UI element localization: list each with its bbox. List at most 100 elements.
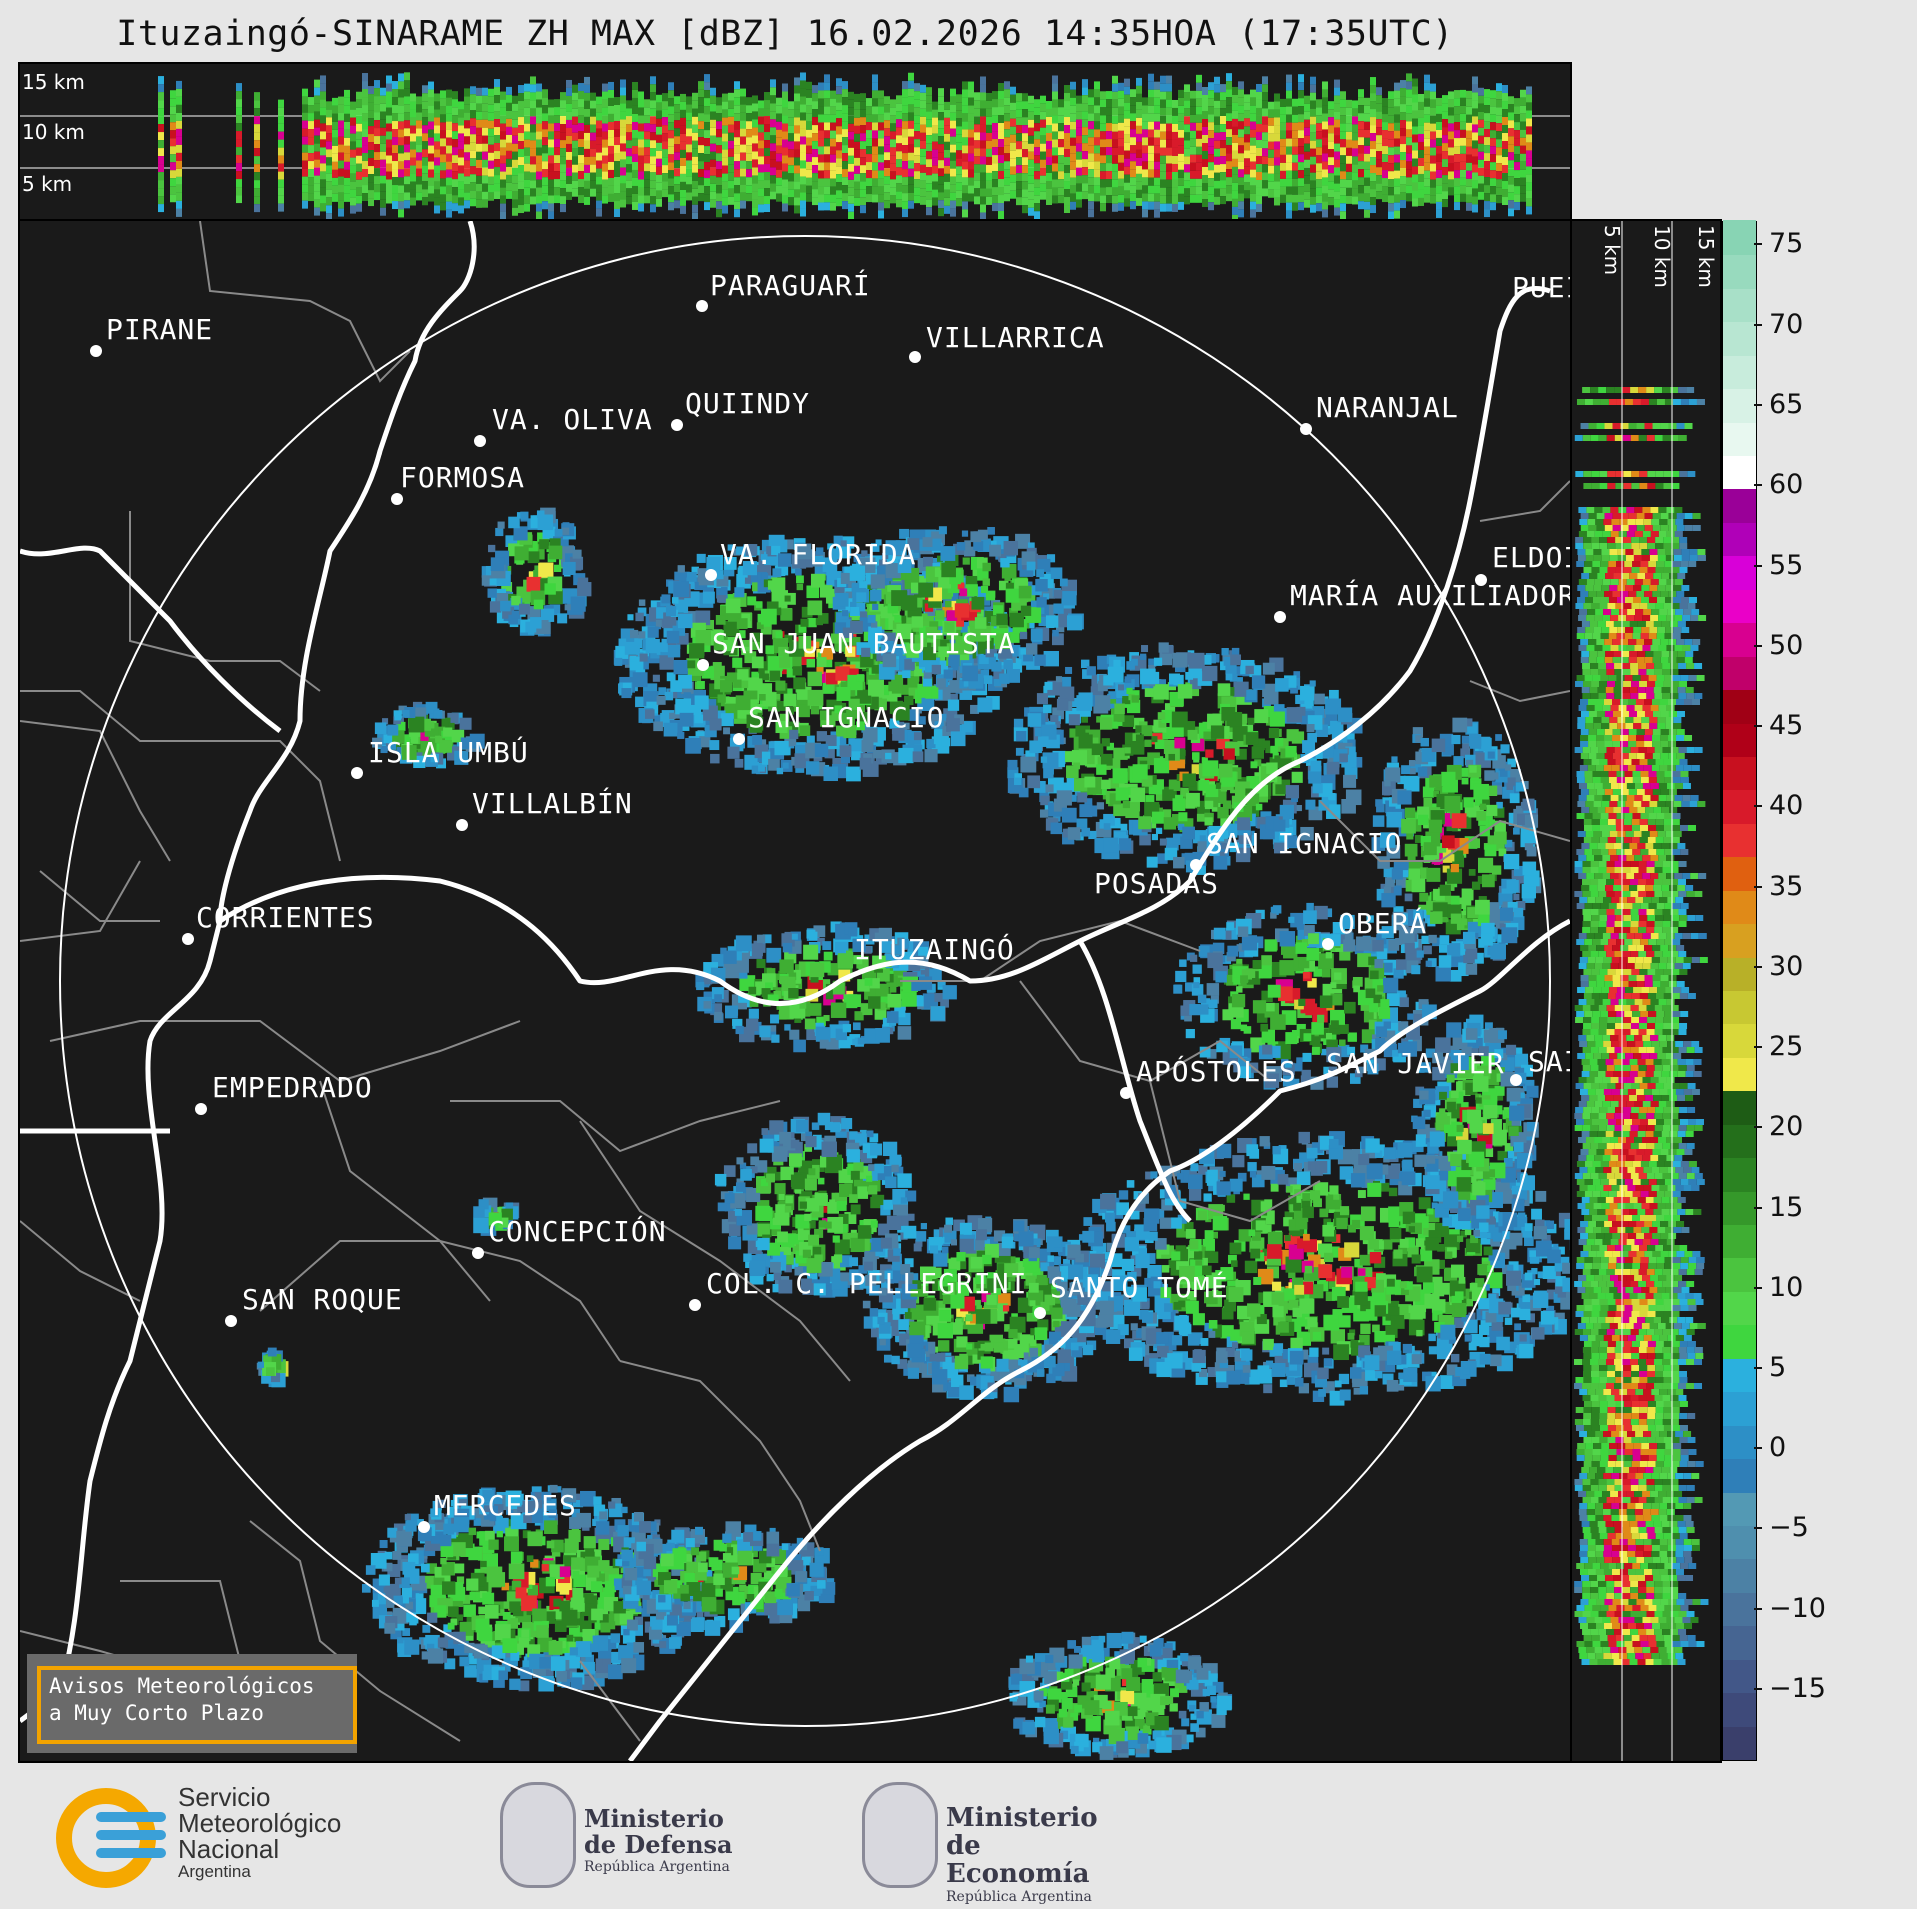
city-dot xyxy=(1190,859,1202,871)
page-title: Ituzaingó-SINARAME ZH MAX [dBZ] 16.02.20… xyxy=(116,14,1454,54)
colorbar-tick-label: 5 xyxy=(1753,1354,1786,1381)
top-height-label-5: 5 km xyxy=(22,172,73,196)
colorbar-level xyxy=(1723,889,1756,925)
city-label-paraguari: PARAGUARÍ xyxy=(710,269,871,302)
colorbar-level xyxy=(1723,220,1756,256)
colorbar-tick-label: 55 xyxy=(1753,552,1803,579)
colorbar-tick-label: −5 xyxy=(1754,1514,1809,1541)
city-label-ituzaingo: ITUZAINGÓ xyxy=(854,933,1015,966)
city-dot xyxy=(472,1247,484,1259)
range-ring xyxy=(59,235,1551,1727)
colorbar-level xyxy=(1723,1424,1756,1460)
colorbar-level xyxy=(1723,1524,1756,1560)
colorbar-level xyxy=(1723,1123,1756,1159)
city-dot xyxy=(351,767,363,779)
colorbar-level xyxy=(1723,1725,1756,1760)
colorbar-tick-label: 50 xyxy=(1753,632,1803,659)
side-height-label-15: 15 km xyxy=(1694,225,1718,288)
colorbar-level xyxy=(1723,487,1756,523)
defensa-line-3: República Argentina xyxy=(584,1859,730,1875)
colorbar-level xyxy=(1723,922,1756,958)
city-label-va-oliva: VA. OLIVA xyxy=(492,403,653,436)
smn-logo-icon xyxy=(56,1788,166,1888)
warning-box[interactable]: Avisos Meteorológicos a Muy Corto Plazo xyxy=(27,1654,357,1753)
colorbar-tick-label: 10 xyxy=(1753,1274,1803,1301)
city-label-san-javier: SAN JAVIER xyxy=(1326,1047,1505,1080)
colorbar-level xyxy=(1723,1056,1756,1092)
colorbar-level xyxy=(1723,554,1756,590)
city-dot xyxy=(671,419,683,431)
economia-line-3: República Argentina xyxy=(946,1889,1092,1905)
colorbar-level xyxy=(1723,655,1756,691)
colorbar-level xyxy=(1723,788,1756,824)
city-dot xyxy=(225,1315,237,1327)
side-height-label-10: 10 km xyxy=(1650,225,1674,288)
city-label-maria-auxiliador: MARÍA AUXILIADOR xyxy=(1290,579,1572,612)
colorbar-level xyxy=(1723,521,1756,557)
city-dot xyxy=(1475,574,1487,586)
warning-line-1: Avisos Meteorológicos xyxy=(49,1674,315,1698)
colorbar-level xyxy=(1723,688,1756,724)
colorbar-level xyxy=(1723,1223,1756,1259)
colorbar-tick-label: 0 xyxy=(1753,1434,1786,1461)
colorbar-level xyxy=(1723,1256,1756,1292)
colorbar-tick-label: 60 xyxy=(1753,471,1803,498)
colorbar-tick-label: 45 xyxy=(1753,712,1803,739)
colorbar-tick-label: 20 xyxy=(1753,1113,1803,1140)
colorbar-level xyxy=(1723,253,1756,289)
colorbar-level xyxy=(1723,454,1756,490)
defensa-logo: Ministerio de Defensa República Argentin… xyxy=(494,1778,754,1898)
top-height-label-15: 15 km xyxy=(22,70,85,94)
city-dot xyxy=(1300,423,1312,435)
city-dot xyxy=(705,569,717,581)
rivers-borders xyxy=(20,221,1570,1761)
colorbar-level xyxy=(1723,1190,1756,1226)
colorbar-level xyxy=(1723,855,1756,891)
city-label-apostoles: APÓSTOLES xyxy=(1136,1055,1297,1088)
colorbar-level xyxy=(1723,1089,1756,1125)
colorbar-level xyxy=(1723,588,1756,624)
city-label-obera: OBERÁ xyxy=(1338,907,1428,940)
coat-of-arms-icon xyxy=(862,1782,938,1888)
city-dot xyxy=(1274,611,1286,623)
top-height-label-10: 10 km xyxy=(22,120,85,144)
city-dot xyxy=(689,1299,701,1311)
radar-map: PARAGUARÍ VILLARRICA PUEI PIRANE QUIINDY… xyxy=(18,219,1572,1763)
city-dot xyxy=(391,493,403,505)
colorbar-level xyxy=(1723,1156,1756,1192)
city-dot xyxy=(733,733,745,745)
colorbar-tick-label: 30 xyxy=(1753,953,1803,980)
city-label-villalbin: VILLALBÍN xyxy=(472,787,633,820)
city-label-isla-umbu: ISLA UMBÚ xyxy=(368,736,529,769)
city-label-eldoi: ELDOI xyxy=(1492,541,1570,574)
top-cross-section: 15 km 10 km 5 km xyxy=(18,62,1572,222)
city-label-naranjal: NARANJAL xyxy=(1316,391,1459,424)
colorbar-level xyxy=(1723,1290,1756,1326)
colorbar-level xyxy=(1723,956,1756,991)
colorbar-tick-label: 65 xyxy=(1753,391,1803,418)
city-dot xyxy=(90,345,102,357)
economia-line-1: Ministerio xyxy=(946,1803,1098,1833)
city-label-va-florida: VA. FLORIDA xyxy=(720,538,917,571)
colorbar-tick-label: 35 xyxy=(1753,873,1803,900)
city-dot xyxy=(1120,1087,1132,1099)
city-label-san-ignacio-py: SAN IGNACIO xyxy=(748,701,945,734)
smn-logo: Servicio Meteorológico Nacional Argentin… xyxy=(56,1784,396,1894)
defensa-line-1: Ministerio xyxy=(584,1804,724,1833)
colorbar-level xyxy=(1723,1357,1756,1393)
city-dot xyxy=(418,1521,430,1533)
colorbar-level xyxy=(1723,822,1756,858)
colorbar-level xyxy=(1723,1691,1756,1727)
colorbar-level xyxy=(1723,1624,1756,1660)
smn-line-3: Nacional xyxy=(178,1834,280,1864)
city-label-mercedes: MERCEDES xyxy=(434,1489,577,1522)
city-dot xyxy=(456,819,468,831)
top-cross-section-echoes xyxy=(20,72,1570,220)
colorbar-tick-label: 70 xyxy=(1753,311,1803,338)
radar-map-canvas xyxy=(20,221,1570,1761)
city-dot xyxy=(182,933,194,945)
city-dot xyxy=(474,435,486,447)
side-cross-section: 5 km 10 km 15 km xyxy=(1570,219,1722,1763)
economia-logo: Ministerio de Economía República Argenti… xyxy=(856,1778,1126,1905)
city-label-sai: SAI xyxy=(1528,1045,1570,1078)
